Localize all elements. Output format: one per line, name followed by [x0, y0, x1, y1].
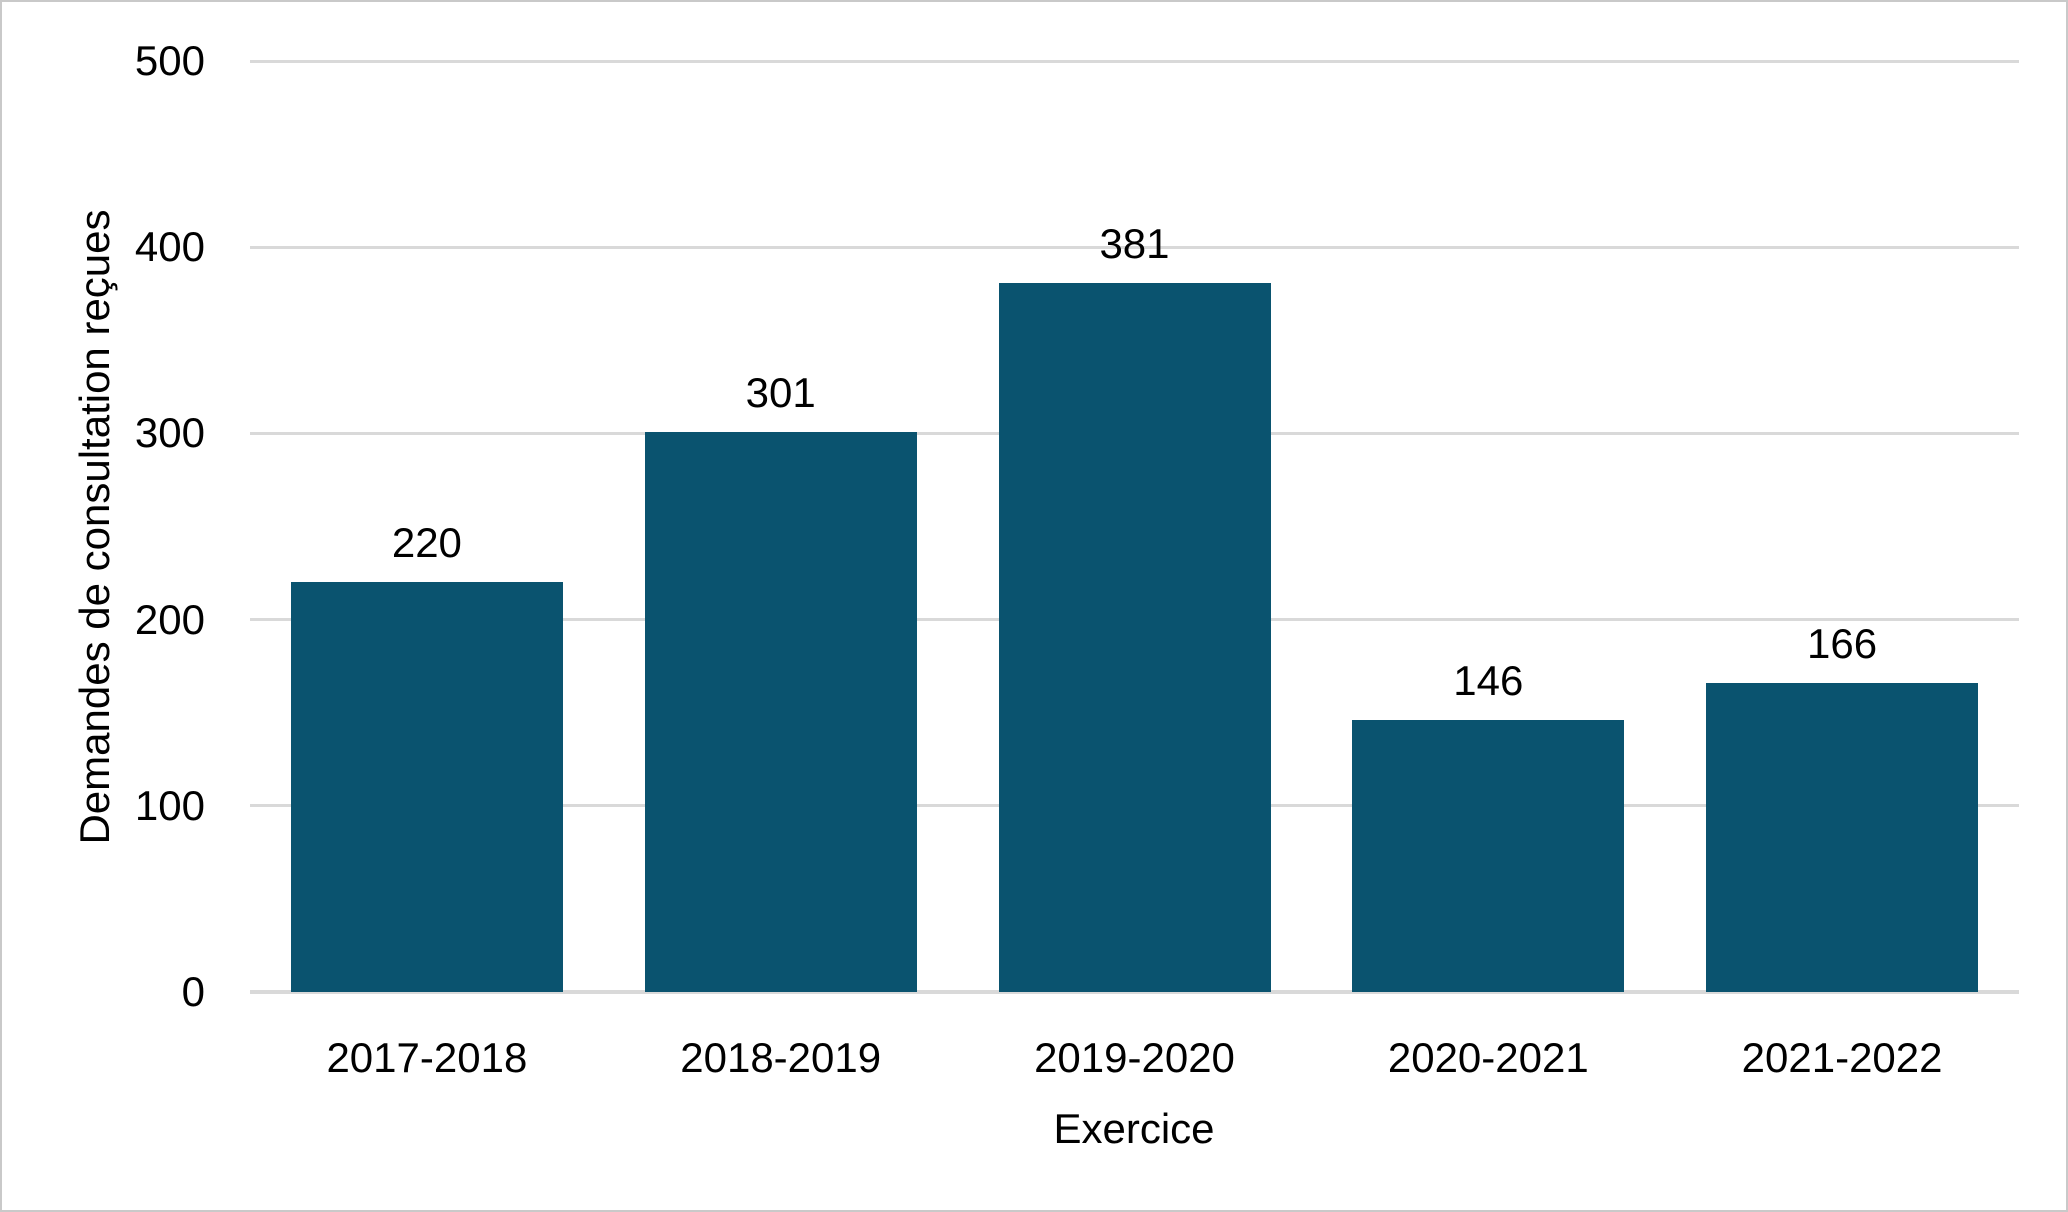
- data-label-2018-2019: 301: [745, 368, 816, 416]
- x-tick-label: 2018-2019: [680, 1034, 882, 1081]
- gridline: [250, 59, 2019, 63]
- x-tick-label: 2020-2021: [1387, 1034, 1589, 1081]
- data-label-2017-2018: 220: [391, 519, 462, 567]
- gridline: [250, 245, 2019, 249]
- data-label-2020-2021: 146: [1453, 657, 1524, 705]
- x-tick-label: 2021-2022: [1741, 1034, 1943, 1081]
- bar-2019-2020: [998, 282, 1271, 992]
- bar-2021-2022: [1706, 682, 1979, 992]
- bar-2018-2019: [644, 431, 917, 992]
- bar-2017-2018: [290, 582, 563, 992]
- y-tick-label: 100: [134, 781, 205, 829]
- y-tick-label: 300: [134, 409, 205, 457]
- y-tick-label: 500: [134, 37, 205, 84]
- data-label-2021-2022: 166: [1807, 619, 1878, 667]
- x-tick-label: 2017-2018: [326, 1034, 528, 1081]
- x-axis-baseline: [250, 990, 2019, 994]
- data-label-2019-2020: 381: [1099, 219, 1170, 267]
- y-tick-label: 200: [134, 595, 205, 643]
- x-tick-label: 2019-2020: [1034, 1034, 1235, 1081]
- y-tick-label: 0: [181, 968, 205, 1015]
- x-axis-title: Exercice: [1053, 1105, 1215, 1152]
- bar-2020-2021: [1352, 720, 1625, 992]
- y-tick-label: 400: [134, 223, 205, 271]
